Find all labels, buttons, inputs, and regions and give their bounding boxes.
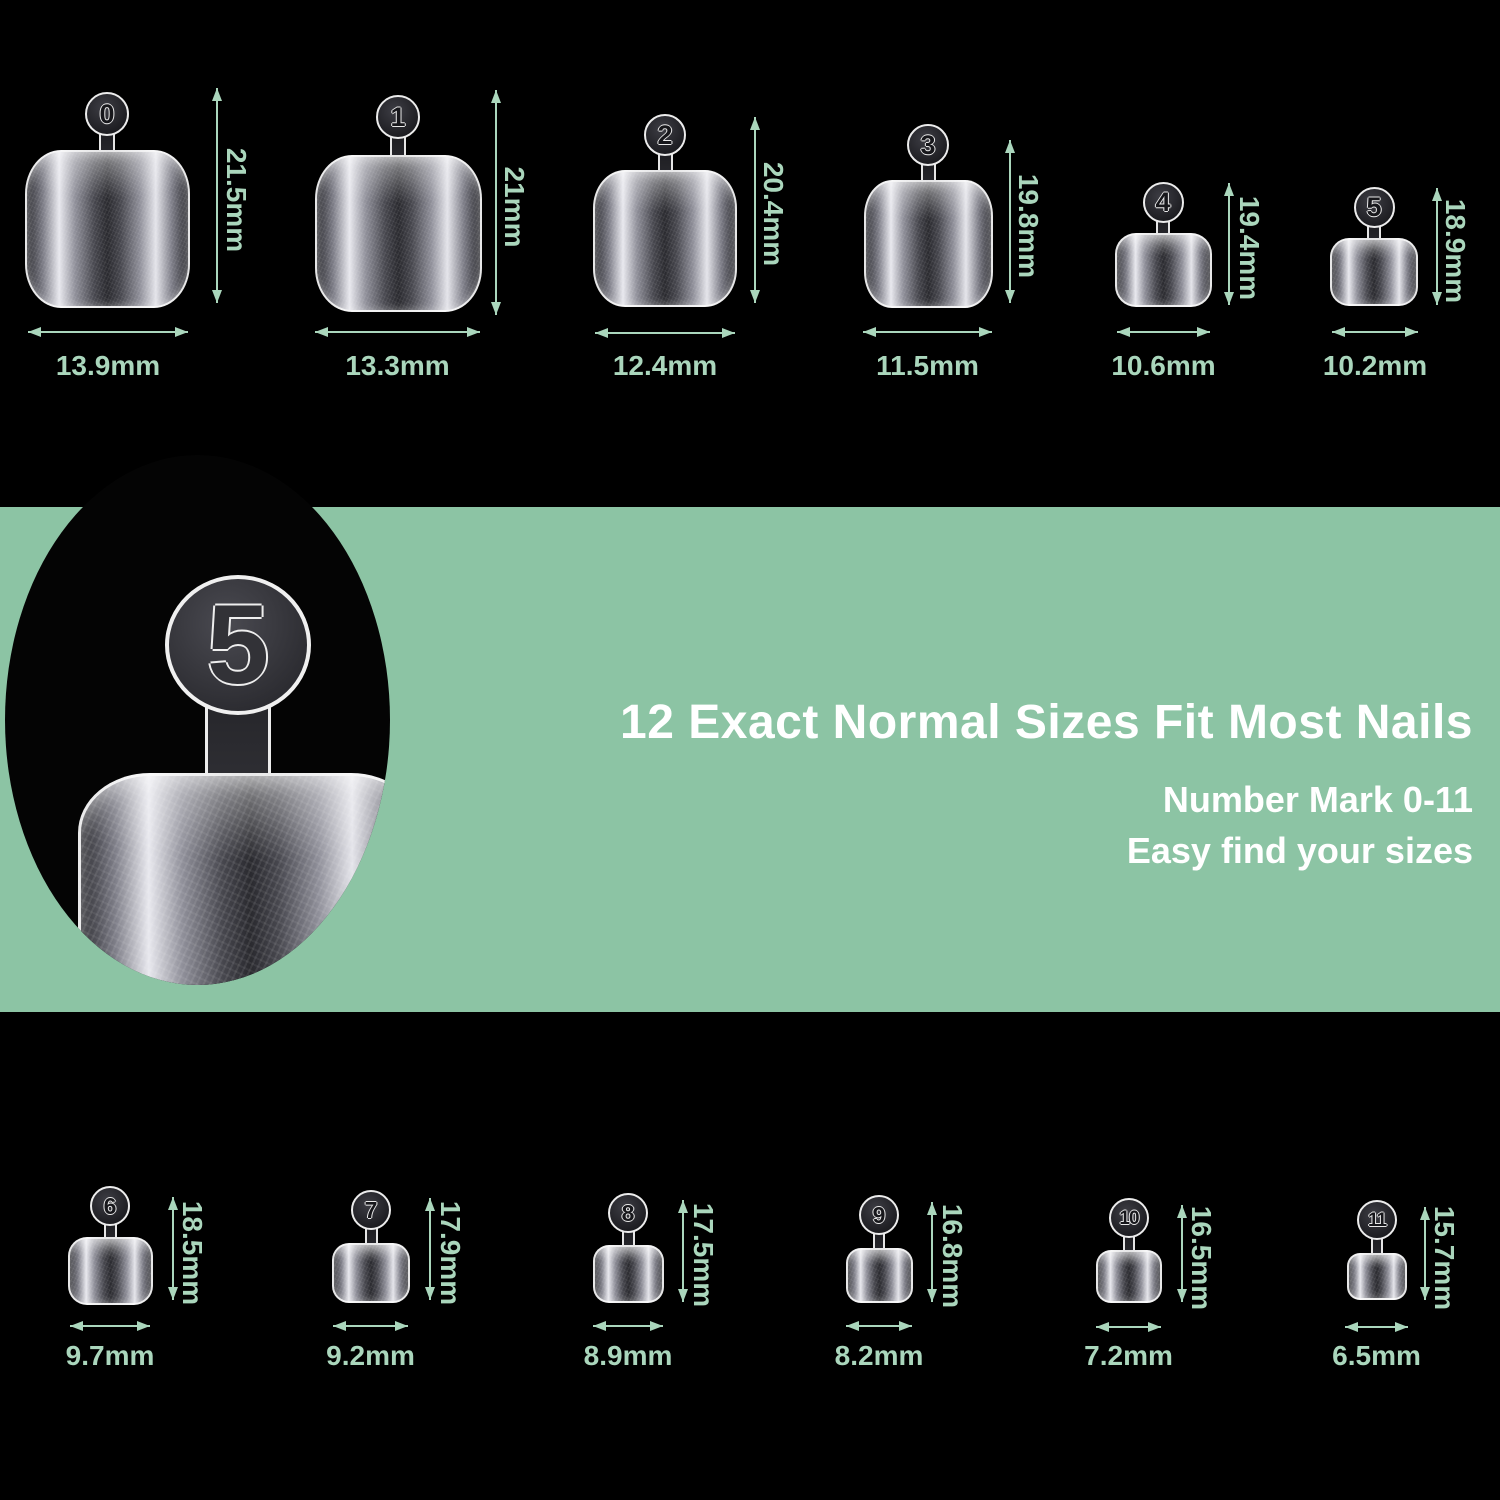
width-dimension-line bbox=[1117, 331, 1210, 333]
height-dimension-label: 15.7mm bbox=[1429, 1205, 1460, 1310]
nail-tab-head: 4 bbox=[1142, 182, 1184, 223]
width-dimension-label: 9.7mm bbox=[65, 1340, 155, 1371]
nail-tab-number: 0 bbox=[99, 98, 115, 129]
height-dimension-line bbox=[216, 88, 218, 303]
nail-tip-body bbox=[1096, 1250, 1162, 1303]
height-dimension-line bbox=[754, 117, 756, 303]
width-dimension-line bbox=[595, 332, 735, 334]
nail-tab-number: 8 bbox=[621, 1199, 635, 1226]
nail-tip-body bbox=[863, 180, 993, 308]
width-dimension-label: 6.5mm bbox=[1332, 1340, 1421, 1371]
nail-tab-head: 11 bbox=[1357, 1200, 1397, 1240]
nail-tab-number: 6 bbox=[103, 1192, 117, 1219]
nail-tip-body bbox=[1330, 238, 1418, 306]
width-dimension-line bbox=[846, 1325, 912, 1327]
width-dimension-line bbox=[593, 1325, 663, 1327]
height-dimension-label: 19.4mm bbox=[1234, 195, 1265, 301]
width-dimension-line bbox=[70, 1325, 150, 1327]
magnified-nail-callout: 5 bbox=[5, 455, 390, 985]
width-dimension-label: 8.2mm bbox=[834, 1340, 924, 1371]
headline-subtitle-2: Easy find your sizes bbox=[1126, 829, 1473, 871]
height-dimension-label: 19.8mm bbox=[1013, 173, 1044, 278]
nail-tab-number: 10 bbox=[1119, 1207, 1139, 1229]
width-dimension-label: 11.5mm bbox=[876, 350, 979, 381]
width-dimension-line bbox=[863, 331, 992, 333]
nail-tip-body bbox=[1347, 1253, 1407, 1300]
headline-block: 12 Exact Normal Sizes Fit Most Nails Num… bbox=[620, 694, 1473, 876]
width-dimension-line bbox=[28, 331, 188, 333]
width-dimension-label: 13.3mm bbox=[345, 350, 450, 381]
width-dimension-line bbox=[333, 1325, 408, 1327]
height-dimension-label: 18.9mm bbox=[1440, 198, 1471, 303]
height-dimension-label: 21.5mm bbox=[221, 147, 252, 252]
nail-tab-number: 5 bbox=[1366, 192, 1382, 222]
nail-tab-head: 8 bbox=[608, 1193, 648, 1233]
headline-title: 12 Exact Normal Sizes Fit Most Nails bbox=[620, 696, 1473, 749]
nail-tab-number: 1 bbox=[390, 101, 406, 132]
nail-tab-head: 10 bbox=[1109, 1198, 1149, 1238]
nail-tab-number: 2 bbox=[657, 119, 673, 150]
width-dimension-label: 9.2mm bbox=[326, 1340, 415, 1371]
width-dimension-line bbox=[1332, 331, 1418, 333]
nail-tip-body bbox=[67, 1237, 153, 1305]
height-dimension-label: 16.5mm bbox=[1186, 1205, 1217, 1310]
nail-tab-head: 9 bbox=[859, 1195, 899, 1235]
height-dimension-line bbox=[495, 90, 497, 315]
height-dimension-label: 20.4mm bbox=[758, 161, 789, 267]
width-dimension-label: 10.2mm bbox=[1322, 350, 1428, 381]
width-dimension-line bbox=[315, 331, 480, 333]
nail-tip-body bbox=[1114, 233, 1212, 307]
nail-tab-number: 7 bbox=[364, 1196, 378, 1223]
width-dimension-label: 7.2mm bbox=[1084, 1340, 1173, 1371]
height-dimension-line bbox=[1009, 140, 1011, 303]
nail-tab-head: 5 bbox=[1353, 187, 1395, 228]
nail-tip-body bbox=[593, 170, 737, 307]
nail-tip-body bbox=[332, 1243, 410, 1303]
nail-tab-head: 3 bbox=[907, 124, 949, 166]
nail-tab-head: 2 bbox=[644, 114, 686, 156]
magnified-nail-tab-head: 5 bbox=[165, 575, 311, 715]
nail-tab-head: 0 bbox=[85, 92, 129, 136]
height-dimension-line bbox=[429, 1198, 431, 1300]
nail-tab-head: 7 bbox=[351, 1190, 391, 1230]
height-dimension-label: 16.8mm bbox=[937, 1203, 968, 1309]
nail-tip-body bbox=[24, 150, 190, 308]
nail-tab-number: 3 bbox=[920, 129, 936, 160]
height-dimension-label: 17.5mm bbox=[688, 1202, 719, 1308]
magnified-nail-tab-number: 5 bbox=[206, 582, 270, 707]
height-dimension-line bbox=[172, 1197, 174, 1300]
height-dimension-line bbox=[682, 1200, 684, 1302]
nail-tab-head: 1 bbox=[376, 95, 420, 139]
height-dimension-label: 17.9mm bbox=[435, 1200, 466, 1306]
width-dimension-label: 10.6mm bbox=[1111, 350, 1216, 381]
nail-tip-body bbox=[592, 1245, 664, 1303]
width-dimension-line bbox=[1096, 1326, 1161, 1328]
height-dimension-label: 18.5mm bbox=[177, 1200, 208, 1305]
nail-tip-body bbox=[314, 155, 482, 312]
height-dimension-label: 21mm bbox=[499, 166, 530, 247]
height-dimension-line bbox=[1436, 188, 1438, 305]
nail-tab-number: 9 bbox=[872, 1201, 886, 1228]
width-dimension-line bbox=[1345, 1326, 1408, 1328]
height-dimension-line bbox=[1181, 1205, 1183, 1302]
height-dimension-line bbox=[1424, 1207, 1426, 1300]
height-dimension-line bbox=[1228, 183, 1230, 305]
width-dimension-label: 12.4mm bbox=[612, 350, 718, 381]
nail-tab-head: 6 bbox=[90, 1186, 130, 1226]
headline-subtitle-1: Number Mark 0-11 bbox=[1162, 778, 1473, 820]
magnified-nail-tip-body bbox=[78, 773, 390, 985]
nail-tab-number: 4 bbox=[1155, 187, 1171, 217]
nail-tip-body bbox=[845, 1248, 913, 1303]
nail-tab-number: 11 bbox=[1367, 1209, 1387, 1231]
width-dimension-label: 8.9mm bbox=[583, 1340, 673, 1371]
width-dimension-label: 13.9mm bbox=[55, 350, 161, 381]
height-dimension-line bbox=[931, 1202, 933, 1302]
